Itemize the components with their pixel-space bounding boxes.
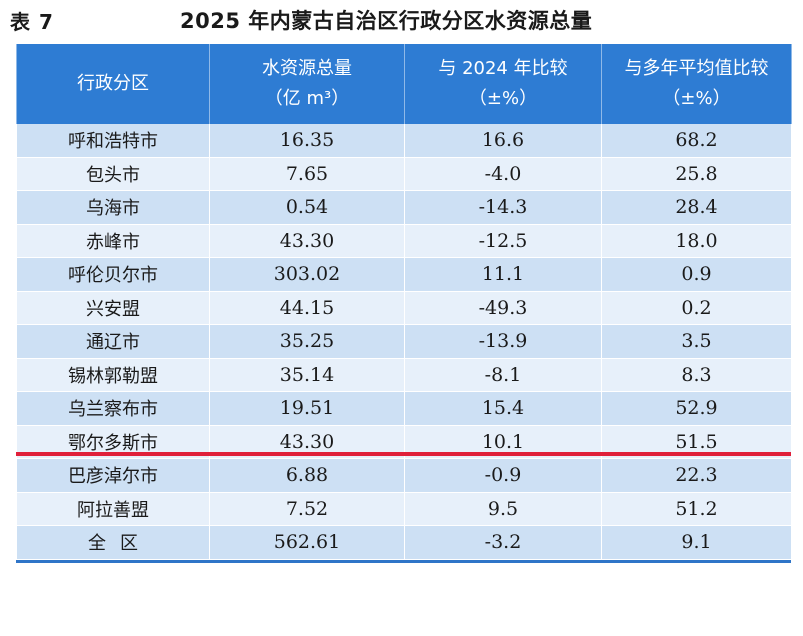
total-cell: 44.15	[209, 291, 405, 325]
region-cell: 赤峰市	[16, 224, 210, 258]
region-cell: 锡林郭勒盟	[16, 358, 210, 392]
table-row: 巴彦淖尔市 6.88 -0.9 22.3	[16, 458, 792, 493]
water-resources-table: 行政分区 水资源总量 （亿 m³） 与 2024 年比较 （±%） 与多年平均值比较…	[16, 44, 792, 563]
vs-average-cell: 8.3	[601, 358, 792, 392]
vs-average-cell: 0.9	[601, 257, 792, 292]
total-cell: 19.51	[209, 391, 405, 426]
total-cell: 6.88	[209, 458, 405, 493]
header-vs-average: 与多年平均值比较 （±%）	[601, 44, 792, 124]
table-row: 包头市 7.65 -4.0 25.8	[16, 157, 792, 191]
vs-2024-cell: -3.2	[404, 525, 602, 560]
region-cell: 通辽市	[16, 324, 210, 359]
region-cell: 鄂尔多斯市	[16, 425, 210, 459]
table-row: 乌兰察布市 19.51 15.4 52.9	[16, 391, 792, 426]
vs-average-cell: 22.3	[601, 458, 792, 493]
vs-2024-cell: -4.0	[404, 157, 602, 191]
total-cell: 35.25	[209, 324, 405, 359]
vs-2024-cell: 9.5	[404, 492, 602, 526]
vs-average-cell: 0.2	[601, 291, 792, 325]
region-cell: 乌兰察布市	[16, 391, 210, 426]
red-divider-line	[16, 452, 791, 456]
table-row: 阿拉善盟 7.52 9.5 51.2	[16, 492, 792, 526]
region-cell: 乌海市	[16, 190, 210, 225]
vs-2024-cell: -12.5	[404, 224, 602, 258]
region-cell: 阿拉善盟	[16, 492, 210, 526]
vs-2024-cell: -14.3	[404, 190, 602, 225]
vs-average-cell: 25.8	[601, 157, 792, 191]
table-row: 兴安盟 44.15 -49.3 0.2	[16, 291, 792, 325]
vs-average-cell: 28.4	[601, 190, 792, 225]
table-row: 呼伦贝尔市 303.02 11.1 0.9	[16, 257, 792, 292]
region-cell: 呼伦贝尔市	[16, 257, 210, 292]
region-cell: 兴安盟	[16, 291, 210, 325]
total-cell: 303.02	[209, 257, 405, 292]
table-row: 通辽市 35.25 -13.9 3.5	[16, 324, 792, 359]
table-number: 表 7	[10, 10, 54, 34]
header-vs-2024: 与 2024 年比较 （±%）	[404, 44, 602, 124]
vs-average-cell: 52.9	[601, 391, 792, 426]
vs-average-cell: 68.2	[601, 124, 792, 158]
vs-average-cell: 3.5	[601, 324, 792, 359]
vs-2024-cell: -49.3	[404, 291, 602, 325]
region-cell: 全区	[16, 525, 210, 560]
total-row: 全区 562.61 -3.2 9.1	[16, 525, 792, 560]
region-cell: 包头市	[16, 157, 210, 191]
vs-2024-cell: 16.6	[404, 124, 602, 158]
region-cell: 呼和浩特市	[16, 124, 210, 158]
total-cell: 562.61	[209, 525, 405, 560]
table-row: 锡林郭勒盟 35.14 -8.1 8.3	[16, 358, 792, 392]
vs-2024-cell: -0.9	[404, 458, 602, 493]
data-table: 行政分区 水资源总量 （亿 m³） 与 2024 年比较 （±%） 与多年平均值比较…	[16, 44, 792, 560]
region-cell: 巴彦淖尔市	[16, 458, 210, 493]
vs-2024-cell: 15.4	[404, 391, 602, 426]
total-cell: 7.52	[209, 492, 405, 526]
vs-average-cell: 51.2	[601, 492, 792, 526]
table-row: 乌海市 0.54 -14.3 28.4	[16, 190, 792, 225]
total-cell: 16.35	[209, 124, 405, 158]
vs-2024-cell: -13.9	[404, 324, 602, 359]
total-cell: 7.65	[209, 157, 405, 191]
title-bar: 表 7 2025 年内蒙古自治区行政分区水资源总量	[0, 0, 803, 44]
header-row: 行政分区 水资源总量 （亿 m³） 与 2024 年比较 （±%） 与多年平均值比较…	[16, 44, 792, 124]
total-cell: 35.14	[209, 358, 405, 392]
header-total: 水资源总量 （亿 m³）	[209, 44, 405, 124]
vs-average-cell: 18.0	[601, 224, 792, 258]
vs-average-cell: 9.1	[601, 525, 792, 560]
table-title: 2025 年内蒙古自治区行政分区水资源总量	[180, 9, 593, 33]
table-row: 赤峰市 43.30 -12.5 18.0	[16, 224, 792, 258]
table-row: 呼和浩特市 16.35 16.6 68.2	[16, 124, 792, 158]
vs-2024-cell: -8.1	[404, 358, 602, 392]
total-cell: 43.30	[209, 224, 405, 258]
header-region: 行政分区	[16, 44, 210, 124]
total-cell: 0.54	[209, 190, 405, 225]
vs-2024-cell: 11.1	[404, 257, 602, 292]
